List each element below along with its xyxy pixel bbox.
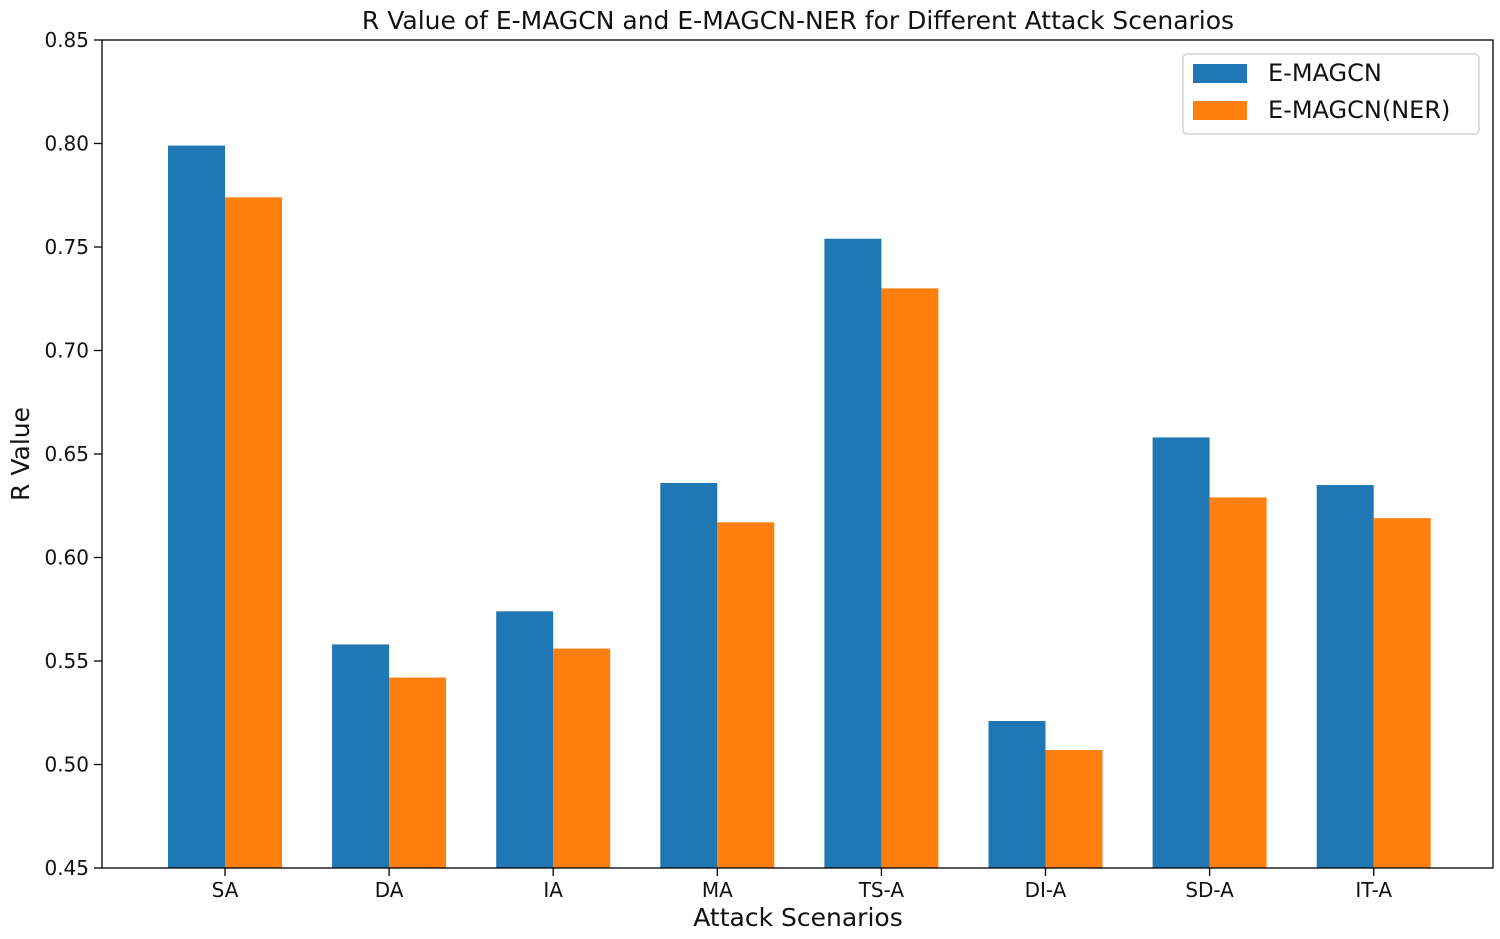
legend-swatch <box>1193 64 1247 83</box>
x-tick-label: IT-A <box>1355 878 1392 902</box>
x-tick-label: SD-A <box>1185 878 1234 902</box>
y-tick-label: 0.80 <box>44 132 89 156</box>
bar-e-magcn-ner-ia <box>553 648 611 868</box>
bar-e-magcn-ner-sa <box>225 197 282 868</box>
bar-e-magcn-sd-a <box>1152 437 1210 868</box>
legend: E-MAGCN E-MAGCN(NER) <box>1182 53 1480 135</box>
bar-e-magcn-ner-it-a <box>1373 518 1431 868</box>
y-tick-label: 0.60 <box>44 546 89 570</box>
bar-e-magcn-da <box>332 644 390 868</box>
plot-frame <box>101 39 1494 869</box>
legend-swatch <box>1193 101 1247 120</box>
bar-e-magcn-ner-ma <box>717 522 775 868</box>
bar-e-magcn-ner-ts-a <box>881 288 939 868</box>
bars-group <box>168 145 1431 869</box>
x-tick-label: SA <box>212 878 239 902</box>
bar-e-magcn-di-a <box>988 721 1046 868</box>
y-tick-label: 0.45 <box>44 856 89 880</box>
bar-e-magcn-it-a <box>1316 485 1374 868</box>
y-tick-label: 0.75 <box>44 235 89 259</box>
bar-e-magcn-ts-a <box>824 238 882 869</box>
legend-label: E-MAGCN(NER) <box>1268 96 1450 124</box>
x-tick-label: MA <box>702 878 733 902</box>
y-tick-label: 0.85 <box>44 28 89 52</box>
bar-e-magcn-ia <box>496 611 554 868</box>
y-axis: 0.45 0.50 0.55 0.60 0.65 0.70 0.75 0.80 0.85 <box>44 28 102 880</box>
bar-e-magcn-ma <box>660 482 718 868</box>
y-tick-label: 0.50 <box>44 753 89 777</box>
x-tick-label: DI-A <box>1025 878 1067 902</box>
y-tick-label: 0.55 <box>44 649 89 673</box>
y-tick-label: 0.70 <box>44 339 89 363</box>
x-axis-label: Attack Scenarios <box>693 903 902 932</box>
chart-title: R Value of E-MAGCN and E-MAGCN-NER for D… <box>362 6 1234 35</box>
y-axis-label: R Value <box>6 407 35 501</box>
bar-e-magcn-ner-sd-a <box>1209 497 1267 868</box>
legend-label: E-MAGCN <box>1268 59 1382 87</box>
x-tick-label: IA <box>543 878 563 902</box>
legend-frame <box>1182 53 1480 135</box>
bar-e-magcn-sa <box>168 145 225 868</box>
y-tick-label: 0.65 <box>44 442 89 466</box>
x-tick-label: DA <box>375 878 404 902</box>
bar-e-magcn-ner-da <box>389 677 447 868</box>
x-tick-label: TS-A <box>858 878 905 902</box>
bar-e-magcn-ner-di-a <box>1045 750 1103 868</box>
x-axis: SA DA IA MA TS-A DI-A SD-A IT-A <box>212 868 1392 902</box>
